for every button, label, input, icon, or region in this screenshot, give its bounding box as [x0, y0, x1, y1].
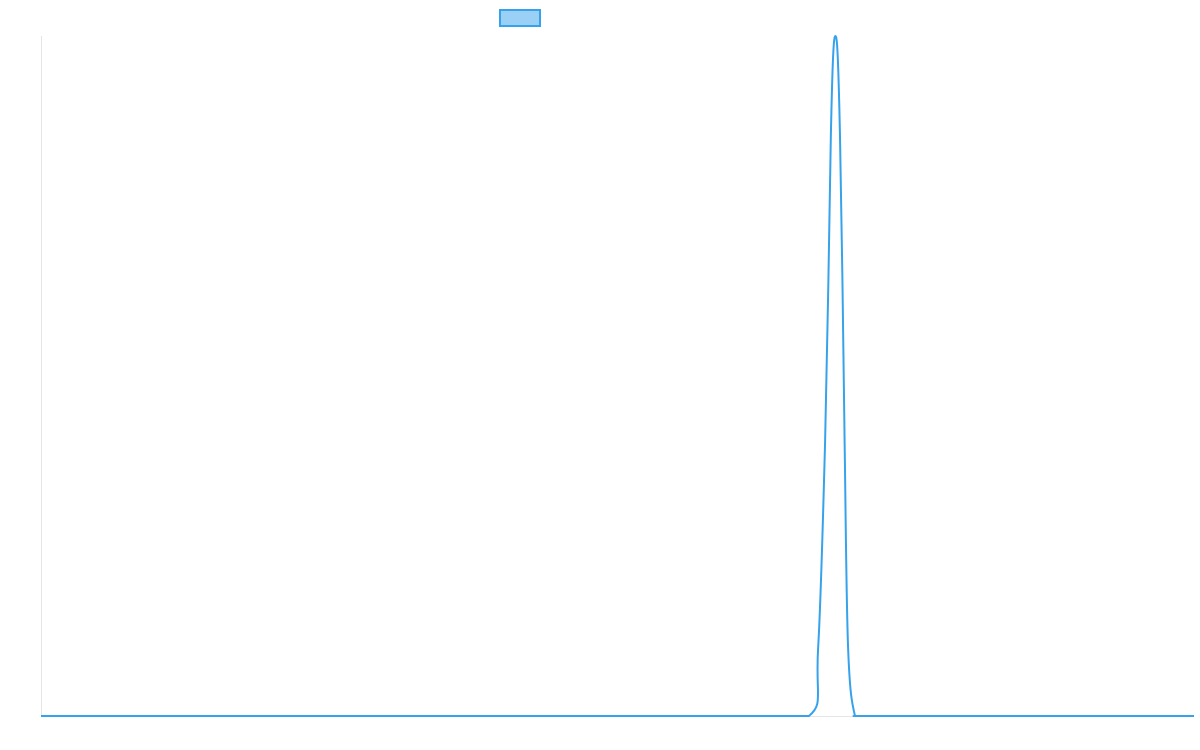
- legend-swatch[interactable]: [499, 9, 541, 27]
- series-line: [41, 35, 1194, 718]
- series-layer: [41, 35, 1194, 718]
